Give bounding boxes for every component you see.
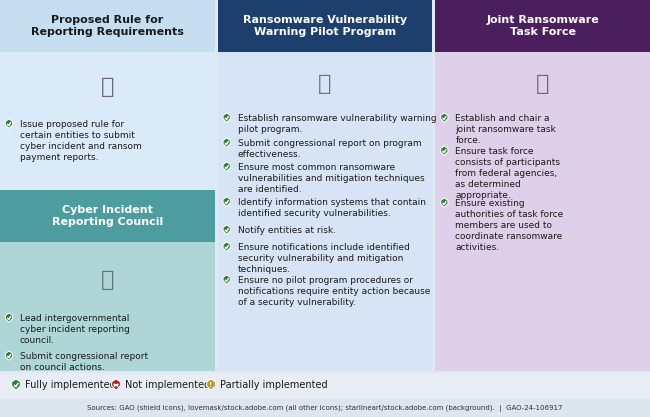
Text: Notify entities at risk.: Notify entities at risk. bbox=[238, 226, 335, 235]
Text: Joint Ransomware
Task Force: Joint Ransomware Task Force bbox=[486, 15, 599, 37]
FancyBboxPatch shape bbox=[218, 0, 432, 371]
Text: !: ! bbox=[209, 382, 213, 389]
Polygon shape bbox=[112, 379, 120, 390]
Polygon shape bbox=[223, 242, 230, 251]
Text: 💻: 💻 bbox=[318, 74, 332, 94]
Polygon shape bbox=[223, 197, 230, 206]
Polygon shape bbox=[223, 138, 230, 147]
Text: 🔒: 🔒 bbox=[101, 270, 114, 290]
Text: 🔐: 🔐 bbox=[536, 74, 549, 94]
FancyBboxPatch shape bbox=[436, 0, 650, 52]
Text: Identify information systems that contain
identified security vulnerabilities.: Identify information systems that contai… bbox=[238, 198, 426, 218]
Polygon shape bbox=[441, 113, 448, 122]
Text: Ensure notifications include identified
security vulnerability and mitigation
te: Ensure notifications include identified … bbox=[238, 243, 410, 274]
Polygon shape bbox=[5, 313, 12, 322]
Polygon shape bbox=[223, 225, 230, 234]
FancyBboxPatch shape bbox=[218, 0, 432, 52]
FancyBboxPatch shape bbox=[0, 0, 214, 52]
Text: 📋: 📋 bbox=[101, 77, 114, 97]
Text: Ensure task force
consists of participants
from federal agencies,
as determined
: Ensure task force consists of participan… bbox=[456, 147, 560, 201]
Text: Lead intergovernmental
cyber incident reporting
council.: Lead intergovernmental cyber incident re… bbox=[20, 314, 130, 345]
Text: Fully implemented: Fully implemented bbox=[25, 380, 116, 390]
Polygon shape bbox=[223, 113, 230, 122]
Text: Partially implemented: Partially implemented bbox=[220, 380, 328, 390]
Text: Submit congressional report on program
effectiveness.: Submit congressional report on program e… bbox=[238, 139, 421, 159]
FancyBboxPatch shape bbox=[0, 190, 214, 242]
Text: Proposed Rule for
Reporting Requirements: Proposed Rule for Reporting Requirements bbox=[31, 15, 184, 37]
Polygon shape bbox=[5, 119, 12, 128]
Text: Ensure existing
authorities of task force
members are used to
coordinate ransomw: Ensure existing authorities of task forc… bbox=[456, 199, 564, 252]
FancyBboxPatch shape bbox=[0, 52, 214, 190]
Text: Establish ransomware vulnerability warning
pilot program.: Establish ransomware vulnerability warni… bbox=[238, 114, 436, 134]
Polygon shape bbox=[223, 162, 230, 171]
FancyBboxPatch shape bbox=[0, 242, 214, 371]
Polygon shape bbox=[441, 198, 448, 207]
Text: Ensure no pilot program procedures or
notifications require entity action becaus: Ensure no pilot program procedures or no… bbox=[238, 276, 430, 307]
Polygon shape bbox=[12, 379, 20, 390]
Text: Ensure most common ransomware
vulnerabilities and mitigation techniques
are iden: Ensure most common ransomware vulnerabil… bbox=[238, 163, 424, 194]
Text: Sources: GAO (shield icons), lovemask/stock.adobe.com (all other icons); starlin: Sources: GAO (shield icons), lovemask/st… bbox=[87, 404, 563, 412]
Text: Cyber Incident
Reporting Council: Cyber Incident Reporting Council bbox=[52, 205, 163, 227]
Text: Ransomware Vulnerability
Warning Pilot Program: Ransomware Vulnerability Warning Pilot P… bbox=[243, 15, 407, 37]
Text: Establish and chair a
joint ransomware task
force.: Establish and chair a joint ransomware t… bbox=[456, 114, 556, 145]
Polygon shape bbox=[223, 275, 230, 284]
Text: Not implemented: Not implemented bbox=[125, 380, 210, 390]
FancyBboxPatch shape bbox=[0, 373, 650, 399]
Text: Issue proposed rule for
certain entities to submit
cyber incident and ransom
pay: Issue proposed rule for certain entities… bbox=[20, 120, 142, 162]
FancyBboxPatch shape bbox=[436, 0, 650, 371]
Polygon shape bbox=[207, 379, 215, 390]
FancyBboxPatch shape bbox=[0, 399, 650, 417]
Text: Submit congressional report
on council actions.: Submit congressional report on council a… bbox=[20, 352, 148, 372]
Polygon shape bbox=[441, 146, 448, 155]
Polygon shape bbox=[5, 351, 12, 360]
